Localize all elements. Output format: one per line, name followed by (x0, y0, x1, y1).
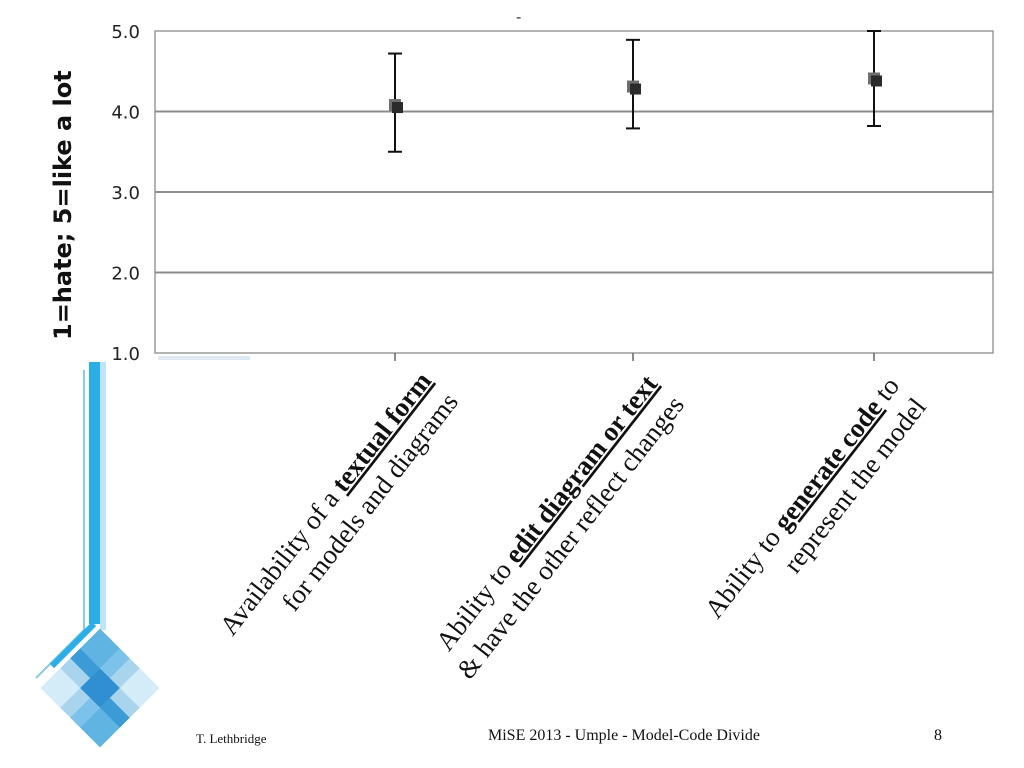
baseline-shadow (158, 356, 250, 360)
data-point (392, 102, 403, 114)
decoration (35, 356, 250, 748)
data-point (871, 75, 882, 87)
y-axis-label: 1=hate; 5=like a lot (49, 70, 77, 340)
logo-diamond (40, 628, 160, 748)
data-marks (388, 30, 882, 153)
top-mark: - (516, 9, 521, 26)
category-label: Ability to edit diagram or text& have th… (430, 369, 690, 684)
accent-bar-line (35, 370, 85, 679)
y-tick-label: 5.0 (111, 22, 140, 43)
accent-bar-line2 (49, 621, 97, 669)
gridlines (155, 110, 993, 361)
y-tick-label: 3.0 (111, 183, 140, 204)
category-label-text: & have the other reflect changes (451, 390, 690, 684)
page-number: 8 (934, 727, 942, 744)
footer-author: T. Lethbridge (196, 731, 267, 746)
category-label-line: Availability of a textual form (214, 366, 438, 641)
footer-title: MiSE 2013 - Umple - Model-Code Divide (488, 727, 760, 744)
accent-bar-light (100, 362, 106, 630)
data-point (630, 83, 641, 95)
category-label-line: Ability to generate code to (699, 371, 905, 623)
category-label-line: Ability to edit diagram or text (430, 369, 663, 656)
y-tick-labels: 1.0 2.0 3.0 4.0 5.0 (111, 22, 140, 365)
category-label-line: & have the other reflect changes (451, 390, 690, 684)
y-tick-label: 1.0 (111, 344, 140, 365)
accent-bar (89, 362, 100, 624)
y-tick-label: 4.0 (111, 103, 140, 124)
category-label-text: Ability to (699, 518, 791, 624)
y-tick-label: 2.0 (111, 264, 140, 285)
